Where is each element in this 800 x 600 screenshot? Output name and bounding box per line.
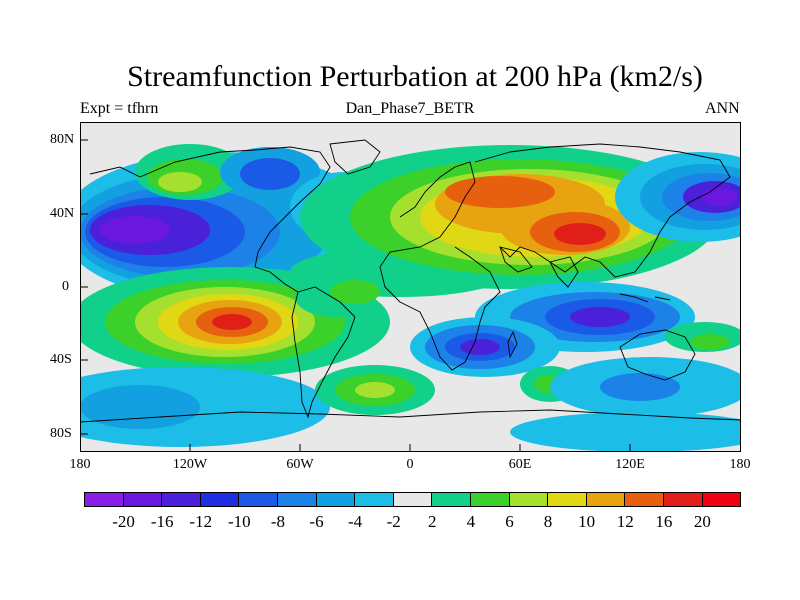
coastline-arabia — [499, 246, 533, 273]
contour-fill — [330, 280, 380, 304]
colorbar-label: 12 — [616, 512, 634, 531]
lon-label-180w: 180 — [69, 457, 91, 472]
colorbar-label: -6 — [309, 512, 324, 531]
colorbar-cell — [547, 492, 587, 507]
coastline-north-america — [139, 146, 331, 293]
colorbar-label: -16 — [150, 512, 174, 531]
colorbar-label: -20 — [112, 512, 135, 531]
coastline-australia — [619, 329, 696, 381]
contour-fill — [445, 176, 555, 208]
lat-label-80s: 80S — [50, 426, 72, 441]
case-label: Dan_Phase7_BETR — [345, 100, 475, 117]
coastline-indonesia — [619, 293, 671, 303]
coastline-asia — [474, 143, 731, 278]
colorbar-label: 4 — [466, 512, 476, 531]
colorbar-cell — [276, 492, 317, 507]
colorbar-cell — [84, 492, 124, 507]
colorbar-cell — [238, 492, 278, 507]
experiment-label: Expt = tfhrn — [80, 100, 159, 117]
coastline-madagascar — [507, 330, 518, 359]
contour-map — [80, 122, 741, 452]
coastline-greenland — [329, 139, 381, 175]
lon-label-120e: 120E — [615, 457, 645, 472]
colorbar-label: -2 — [386, 512, 401, 531]
colorbar-cell — [431, 492, 471, 507]
contour-fill — [510, 412, 741, 452]
lon-label-60w: 60W — [286, 457, 314, 472]
plot-title: Streamfunction Perturbation at 200 hPa (… — [127, 60, 703, 93]
lon-label-0: 0 — [406, 457, 414, 472]
contour-fill — [554, 223, 606, 245]
colorbar-cell — [161, 492, 201, 507]
colorbar-cell — [585, 492, 626, 507]
colorbar-label: -10 — [228, 512, 251, 531]
coastlines — [80, 139, 741, 423]
colorbar-cell — [315, 492, 356, 507]
colorbar-cell — [508, 492, 549, 507]
lon-label-120w: 120W — [172, 457, 208, 472]
season-label: ANN — [705, 100, 740, 117]
lat-label-40s: 40S — [50, 352, 72, 367]
map-panel — [80, 122, 741, 452]
colorbar-label: 20 — [693, 512, 711, 531]
contour-fills — [80, 144, 741, 452]
colorbar-label: 16 — [655, 512, 673, 531]
contour-fill — [600, 373, 680, 401]
contour-fill — [158, 172, 202, 192]
lat-label-0: 0 — [62, 279, 69, 294]
coastline-alaska — [89, 166, 141, 178]
colorbar-label: 6 — [505, 512, 514, 531]
lon-label-60e: 60E — [508, 457, 532, 472]
contour-fill — [690, 334, 730, 350]
colorbar-cell — [469, 492, 510, 507]
lon-label-180e: 180 — [729, 457, 751, 472]
colorbar-cell — [392, 492, 433, 507]
coastline-south-america — [291, 286, 356, 419]
colorbar — [84, 492, 742, 507]
contour-fill — [212, 314, 252, 330]
colorbar-cell — [122, 492, 163, 507]
colorbar-cell — [354, 492, 394, 507]
colorbar-cell — [624, 492, 664, 507]
axis-ticks — [80, 139, 631, 452]
contour-fill — [80, 385, 200, 429]
colorbar-label: -8 — [270, 512, 286, 531]
coastline-europe-africa — [379, 161, 501, 371]
colorbar-label: 8 — [543, 512, 553, 531]
colorbar-label: -12 — [189, 512, 213, 531]
colorbar-label: 10 — [578, 512, 596, 531]
lat-label-40n: 40N — [50, 206, 75, 221]
colorbar-label: -4 — [348, 512, 363, 531]
colorbar-label: 2 — [428, 512, 437, 531]
contour-fill — [460, 339, 500, 355]
colorbar-cell — [199, 492, 240, 507]
contour-fill — [240, 158, 300, 190]
coastline-antarctica — [80, 409, 741, 423]
contour-fill — [570, 307, 630, 327]
colorbar-cell — [662, 492, 703, 507]
colorbar-cell — [701, 492, 742, 507]
contour-fill — [100, 216, 170, 244]
lat-label-80n: 80N — [50, 132, 75, 147]
contour-fill — [355, 382, 395, 398]
coastline-india — [549, 256, 579, 288]
contour-fill — [702, 188, 738, 206]
